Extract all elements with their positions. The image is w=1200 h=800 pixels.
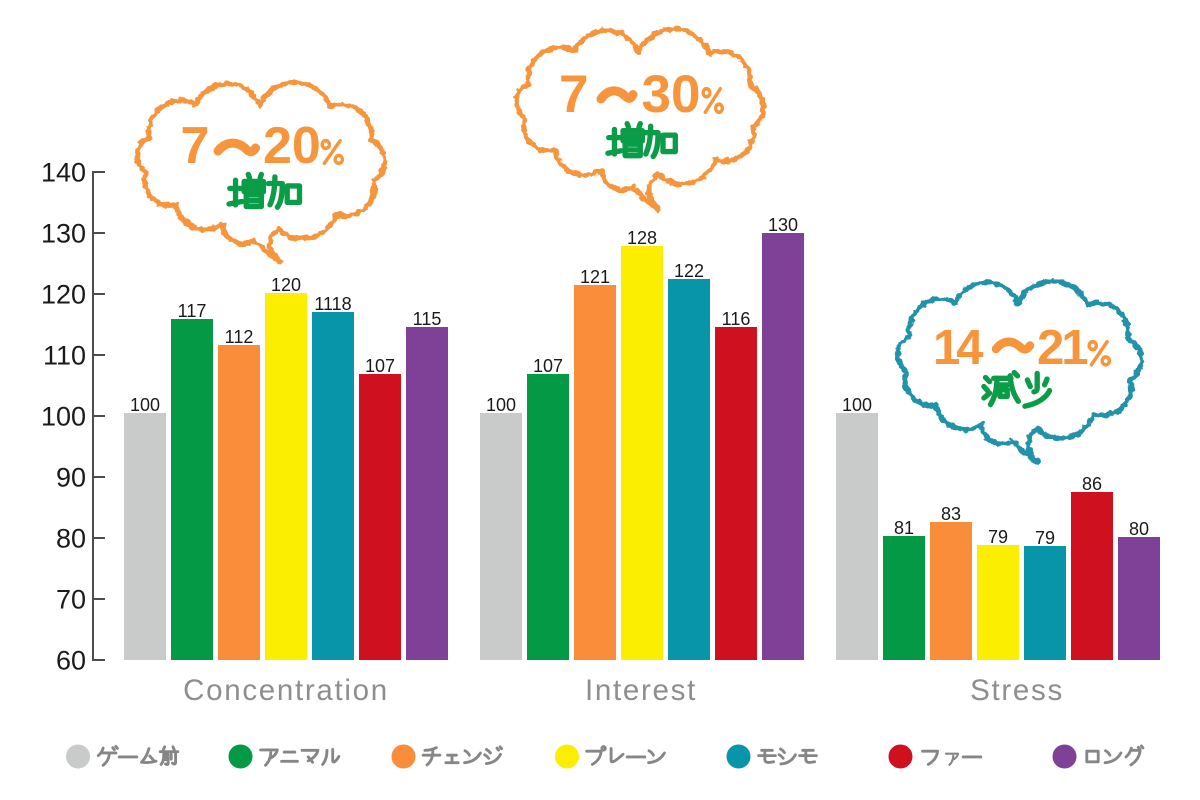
svg-text:21: 21 xyxy=(1037,321,1087,375)
svg-text:130: 130 xyxy=(768,215,798,235)
svg-text:100: 100 xyxy=(41,402,86,432)
svg-text:60: 60 xyxy=(56,646,86,676)
svg-text:70: 70 xyxy=(56,585,86,615)
svg-text:112: 112 xyxy=(225,327,254,347)
svg-text:120: 120 xyxy=(271,275,301,295)
svg-text:107: 107 xyxy=(365,356,395,376)
svg-text:117: 117 xyxy=(178,301,207,321)
svg-text:79: 79 xyxy=(988,527,1008,547)
svg-text:80: 80 xyxy=(56,524,86,554)
svg-text:79: 79 xyxy=(1035,528,1055,548)
svg-text:80: 80 xyxy=(1129,519,1149,539)
svg-text:20: 20 xyxy=(263,117,321,175)
svg-text:140: 140 xyxy=(41,158,86,188)
svg-text:81: 81 xyxy=(894,518,914,538)
svg-text:100: 100 xyxy=(842,395,872,415)
svg-text:130: 130 xyxy=(41,219,86,249)
svg-text:122: 122 xyxy=(674,261,704,281)
svg-text:120: 120 xyxy=(41,280,86,310)
svg-text:121: 121 xyxy=(580,267,610,287)
svg-text:7: 7 xyxy=(181,117,210,175)
svg-text:14: 14 xyxy=(933,321,983,375)
svg-text:Stress: Stress xyxy=(970,674,1064,707)
svg-text:1118: 1118 xyxy=(314,294,351,314)
svg-text:110: 110 xyxy=(43,341,86,371)
svg-text:83: 83 xyxy=(941,504,961,524)
svg-text:128: 128 xyxy=(627,228,657,248)
svg-text:100: 100 xyxy=(486,395,516,415)
svg-text:86: 86 xyxy=(1082,474,1102,494)
svg-text:115: 115 xyxy=(413,309,442,329)
svg-text:100: 100 xyxy=(130,395,160,415)
svg-text:7: 7 xyxy=(559,65,588,124)
svg-text:107: 107 xyxy=(533,356,563,376)
svg-text:Interest: Interest xyxy=(585,674,697,707)
svg-text:30: 30 xyxy=(642,65,701,124)
svg-text:Concentration: Concentration xyxy=(183,674,389,707)
svg-text:90: 90 xyxy=(56,463,86,493)
svg-text:116: 116 xyxy=(722,309,751,329)
